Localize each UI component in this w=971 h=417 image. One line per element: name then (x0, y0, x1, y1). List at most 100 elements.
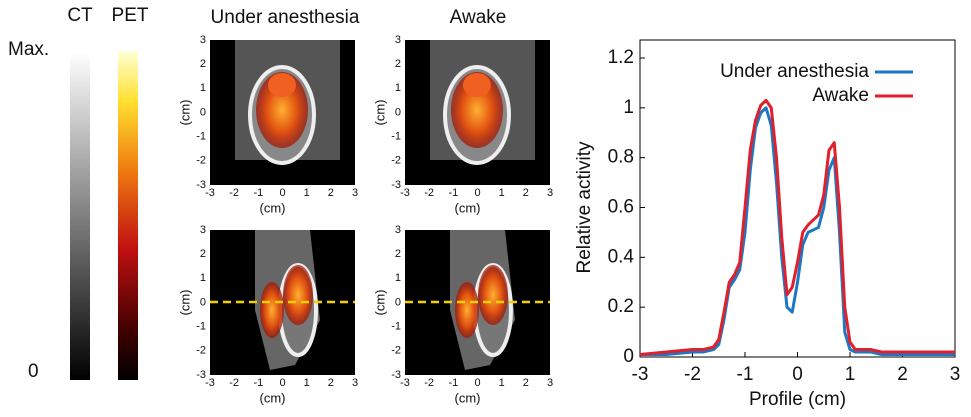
tick-label: -3 (391, 369, 401, 381)
tick-label: 2 (328, 377, 334, 389)
tick-label: 2 (328, 187, 334, 199)
tick-label: -1 (196, 321, 206, 333)
tick-label: -3 (400, 377, 410, 389)
tick-label: 2 (523, 187, 529, 199)
tick-label: 0 (279, 187, 285, 199)
x-axis-label: Profile (cm) (749, 389, 846, 410)
pet-uptake (455, 282, 479, 338)
tick-label: 3 (200, 224, 206, 236)
ct-label: CT (67, 5, 93, 26)
tick-label: 0 (200, 106, 206, 118)
tick-label: -3 (391, 179, 401, 191)
panel-title: Awake (450, 7, 507, 28)
tick-label: -2 (424, 187, 434, 199)
tick-label: 0 (200, 296, 206, 308)
y-tick-label: 0.6 (608, 197, 634, 218)
tick-label: 2 (523, 377, 529, 389)
tick-label: 2 (200, 58, 206, 70)
tick-label: -1 (448, 187, 458, 199)
tick-label: -1 (448, 377, 458, 389)
tick-label: 3 (547, 377, 553, 389)
axis-label: (cm) (455, 390, 481, 405)
profile-curve (640, 106, 955, 357)
x-tick-label: -2 (684, 364, 701, 385)
tick-label: 1 (395, 82, 401, 94)
axis-label: (cm) (455, 200, 481, 215)
tick-label: 1 (499, 187, 505, 199)
tick-label: 3 (352, 377, 358, 389)
min-label: 0 (28, 361, 39, 382)
tick-label: 1 (499, 377, 505, 389)
tick-label: 3 (395, 224, 401, 236)
tick-label: 1 (200, 272, 206, 284)
tick-label: 2 (200, 248, 206, 260)
tick-label: 3 (547, 187, 553, 199)
axis-label: (cm) (260, 390, 286, 405)
y-tick-label: 0.4 (608, 246, 635, 267)
tick-label: 0 (395, 106, 401, 118)
tick-label: -3 (205, 187, 215, 199)
pet-uptake (283, 265, 313, 325)
tick-label: 0 (395, 296, 401, 308)
y-tick-label: 0 (623, 346, 634, 367)
tick-label: -2 (424, 377, 434, 389)
tick-label: 3 (352, 187, 358, 199)
y-axis-label: Relative activity (574, 141, 595, 273)
x-tick-label: 2 (897, 364, 908, 385)
tick-label: 1 (200, 82, 206, 94)
tick-label: 1 (304, 187, 310, 199)
tick-label: 0 (474, 187, 480, 199)
pet-uptake (478, 265, 508, 325)
axis-label: (cm) (372, 290, 387, 316)
tick-label: -1 (253, 187, 263, 199)
pet-label: PET (112, 5, 149, 26)
tick-label: -3 (196, 369, 206, 381)
tick-label: -2 (229, 377, 239, 389)
pet-uptake (256, 72, 308, 148)
tick-label: -2 (229, 187, 239, 199)
ct-colorbar (70, 52, 90, 380)
y-tick-label: 1.2 (608, 47, 634, 68)
max-label: Max. (8, 39, 49, 60)
x-tick-label: -3 (632, 364, 649, 385)
y-tick-label: 0.2 (608, 296, 634, 317)
tick-label: -2 (391, 345, 401, 357)
tick-label: 3 (395, 34, 401, 46)
tick-label: -2 (391, 155, 401, 167)
axis-label: (cm) (372, 100, 387, 126)
axis-label: (cm) (177, 100, 192, 126)
tick-label: -2 (196, 155, 206, 167)
y-tick-label: 0.8 (608, 147, 634, 168)
x-tick-label: 0 (792, 364, 803, 385)
legend-label: Under anesthesia (720, 61, 869, 82)
pet-uptake (451, 72, 503, 148)
profile-curve (639, 98, 955, 357)
x-tick-label: 3 (950, 364, 961, 385)
pet-colorbar (118, 52, 138, 380)
pet-uptake (463, 73, 491, 97)
image-panels: -3-3-2-2-1-100112233(cm)(cm)-3-3-2-2-1-1… (177, 34, 553, 406)
tick-label: 1 (304, 377, 310, 389)
tick-label: -3 (196, 179, 206, 191)
x-tick-label: -1 (737, 364, 754, 385)
panel-title: Under anesthesia (211, 7, 360, 28)
plot-frame (639, 39, 956, 358)
tick-label: -3 (205, 377, 215, 389)
axis-label: (cm) (177, 290, 192, 316)
tick-label: -1 (391, 321, 401, 333)
tick-label: -1 (253, 377, 263, 389)
tick-label: -1 (196, 131, 206, 143)
x-tick-label: 1 (845, 364, 856, 385)
tick-label: -2 (196, 345, 206, 357)
tick-label: -1 (391, 131, 401, 143)
tick-label: 0 (279, 377, 285, 389)
tick-label: 2 (395, 248, 401, 260)
line-chart: 0 0.2 0.4 0.6 0.8 1 1.2 -3 -2 -1 0 1 2 3 Profile (cm) R… (574, 39, 961, 410)
pet-uptake (260, 282, 284, 338)
tick-label: 0 (474, 377, 480, 389)
tick-label: -3 (400, 187, 410, 199)
y-tick-label: 1 (623, 97, 634, 118)
legend-label: Awake (812, 85, 869, 106)
